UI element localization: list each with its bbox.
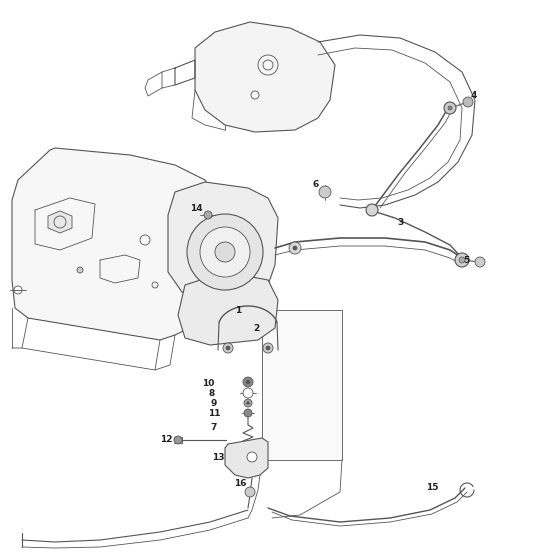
Circle shape (244, 409, 252, 417)
Text: 10: 10 (202, 379, 214, 388)
Circle shape (293, 246, 297, 250)
Circle shape (247, 452, 257, 462)
Text: 16: 16 (234, 479, 246, 488)
Polygon shape (48, 211, 72, 233)
Polygon shape (178, 272, 278, 345)
Circle shape (223, 343, 233, 353)
Text: 2: 2 (253, 324, 259, 333)
Circle shape (187, 214, 263, 290)
Circle shape (319, 186, 331, 198)
Polygon shape (12, 148, 225, 340)
Text: 9: 9 (211, 399, 217, 408)
Circle shape (200, 227, 250, 277)
Circle shape (455, 253, 469, 267)
Circle shape (448, 106, 452, 110)
Text: 1: 1 (235, 306, 241, 315)
Text: 14: 14 (190, 203, 202, 212)
Circle shape (226, 346, 230, 350)
Text: 6: 6 (313, 180, 319, 189)
Polygon shape (195, 22, 335, 132)
Polygon shape (168, 182, 278, 302)
Text: 3: 3 (397, 217, 403, 226)
Circle shape (444, 102, 456, 114)
Circle shape (289, 242, 301, 254)
Text: 5: 5 (463, 255, 469, 264)
Polygon shape (262, 310, 342, 460)
Text: 7: 7 (211, 422, 217, 432)
Circle shape (366, 204, 378, 216)
Circle shape (475, 257, 485, 267)
Circle shape (266, 346, 270, 350)
Circle shape (459, 257, 465, 263)
Text: 15: 15 (426, 483, 438, 492)
Circle shape (77, 267, 83, 273)
Text: 12: 12 (160, 436, 172, 445)
Circle shape (263, 343, 273, 353)
Circle shape (463, 97, 473, 107)
Text: 8: 8 (209, 390, 215, 399)
Text: 4: 4 (471, 91, 477, 100)
Circle shape (204, 211, 212, 219)
Circle shape (246, 402, 250, 404)
Circle shape (243, 377, 253, 387)
Circle shape (174, 436, 182, 444)
Circle shape (245, 487, 255, 497)
Circle shape (246, 380, 250, 384)
Text: 13: 13 (212, 454, 224, 463)
Polygon shape (225, 438, 268, 478)
Circle shape (215, 242, 235, 262)
Circle shape (243, 388, 253, 398)
Text: 11: 11 (208, 409, 220, 418)
Circle shape (244, 399, 252, 407)
